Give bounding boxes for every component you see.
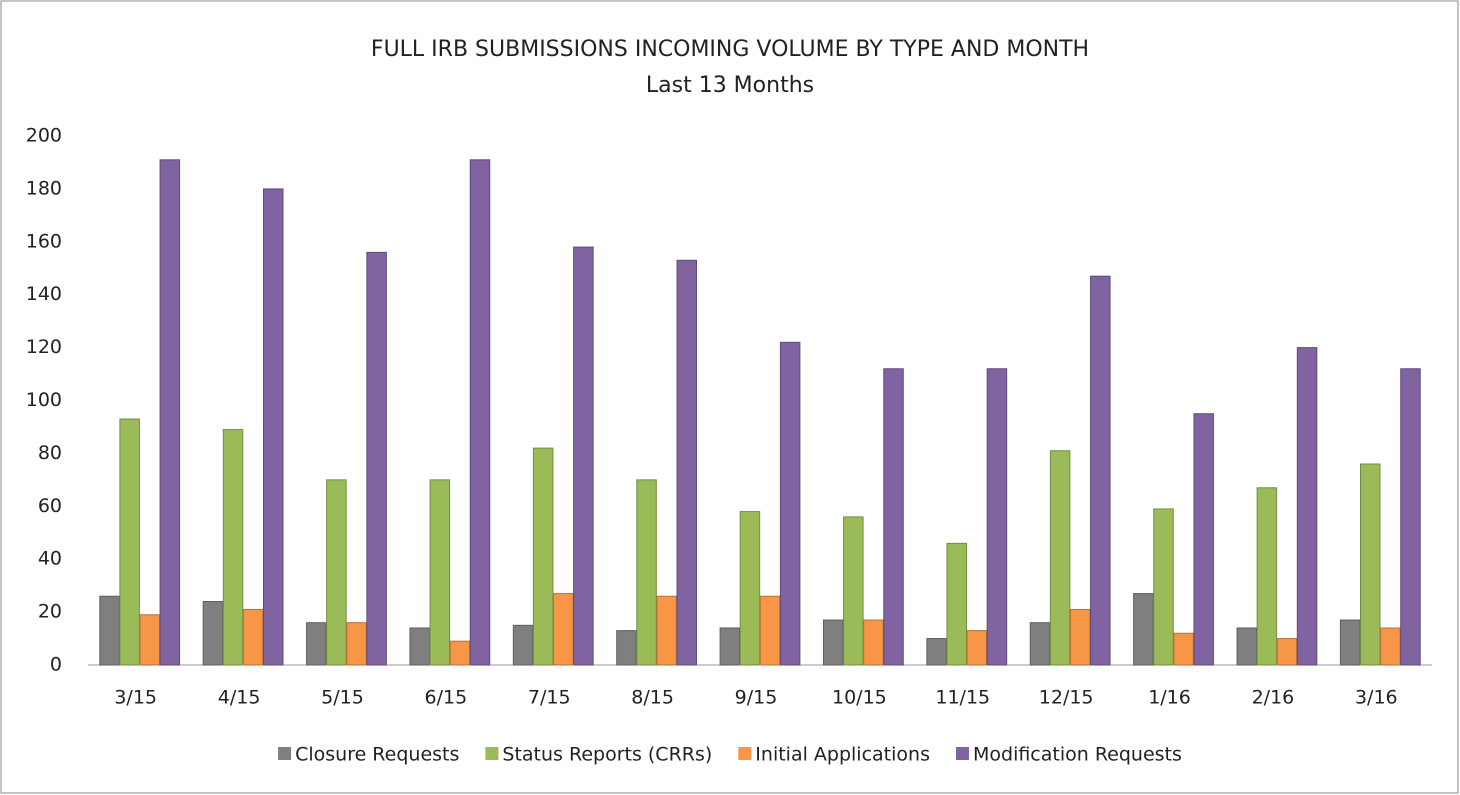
- bar: [1133, 593, 1154, 666]
- bar: [1276, 638, 1298, 666]
- bar: [119, 418, 140, 666]
- bar: [1049, 450, 1071, 666]
- x-tick-label: 9/15: [735, 687, 778, 709]
- bar: [409, 627, 430, 666]
- bar: [1173, 632, 1194, 666]
- bar: [1256, 487, 1278, 666]
- bar: [986, 368, 1008, 666]
- bar: [1029, 622, 1051, 666]
- bar: [532, 447, 554, 666]
- y-tick-label: 20: [38, 601, 62, 623]
- legend-label: Status Reports (CRRs): [502, 744, 712, 766]
- legend-label: Initial Applications: [755, 744, 930, 766]
- bar: [1296, 347, 1318, 666]
- bar: [449, 640, 471, 666]
- bar: [99, 595, 120, 666]
- chart-subtitle: Last 13 Months: [646, 73, 814, 98]
- bar: [1339, 619, 1361, 666]
- bar: [656, 595, 677, 666]
- chart-title: FULL IRB SUBMISSIONS INCOMING VOLUME BY …: [371, 37, 1089, 62]
- bar: [1360, 463, 1381, 666]
- bar: [159, 159, 181, 666]
- legend-swatch: [738, 747, 752, 760]
- bar: [1400, 368, 1421, 666]
- y-tick-label: 40: [38, 548, 62, 570]
- legend-swatch: [278, 747, 292, 760]
- legend-swatch: [955, 747, 969, 760]
- bar: [1153, 508, 1174, 666]
- bar: [202, 601, 224, 666]
- bar: [306, 622, 327, 666]
- y-tick-label: 200: [26, 125, 62, 147]
- x-tick-label: 5/15: [321, 687, 364, 709]
- bar: [926, 638, 947, 666]
- bar: [1069, 608, 1091, 666]
- bar: [429, 479, 451, 666]
- bar: [759, 595, 781, 666]
- legend-swatch: [485, 747, 499, 760]
- bar: [719, 627, 741, 666]
- bar: [946, 542, 967, 666]
- y-tick-label: 0: [50, 654, 62, 676]
- bar: [739, 511, 761, 666]
- x-tick-label: 2/16: [1252, 687, 1295, 709]
- x-tick-label: 3/16: [1355, 687, 1398, 709]
- bar: [262, 188, 284, 666]
- bar: [553, 593, 574, 666]
- bar: [966, 630, 988, 666]
- bar: [222, 429, 244, 666]
- bar: [366, 251, 387, 666]
- y-tick-label: 160: [26, 230, 62, 252]
- x-tick-label: 11/15: [935, 687, 990, 709]
- bar: [843, 516, 864, 666]
- y-tick-label: 180: [26, 177, 62, 199]
- y-tick-label: 80: [38, 442, 62, 464]
- bar: [616, 630, 637, 666]
- bar: [863, 619, 884, 666]
- y-tick-label: 140: [26, 283, 62, 305]
- y-tick-label: 60: [38, 495, 62, 517]
- x-tick-label: 4/15: [218, 687, 261, 709]
- bar: [326, 479, 347, 666]
- bar: [1380, 627, 1401, 666]
- bar: [346, 622, 367, 666]
- bar: [573, 246, 594, 666]
- bar: [1193, 413, 1214, 666]
- bar: [242, 608, 264, 666]
- x-tick-label: 7/15: [528, 687, 571, 709]
- bar: [636, 479, 657, 666]
- bar: [1236, 627, 1258, 666]
- bar: [676, 259, 698, 666]
- y-tick-label: 100: [26, 389, 62, 411]
- x-tick-label: 12/15: [1039, 687, 1094, 709]
- bar: [512, 624, 534, 666]
- x-tick-label: 8/15: [631, 687, 674, 709]
- x-tick-label: 10/15: [832, 687, 887, 709]
- bar: [822, 619, 844, 666]
- bar: [1090, 275, 1111, 666]
- legend-label: Closure Requests: [295, 744, 459, 766]
- bar: [883, 368, 904, 666]
- bar: [469, 159, 491, 666]
- x-tick-label: 6/15: [425, 687, 468, 709]
- bar: [139, 614, 160, 666]
- y-tick-label: 120: [26, 336, 62, 358]
- bar: [779, 341, 801, 666]
- legend-label: Modification Requests: [973, 744, 1182, 766]
- x-tick-label: 3/15: [114, 687, 157, 709]
- x-tick-label: 1/16: [1148, 687, 1191, 709]
